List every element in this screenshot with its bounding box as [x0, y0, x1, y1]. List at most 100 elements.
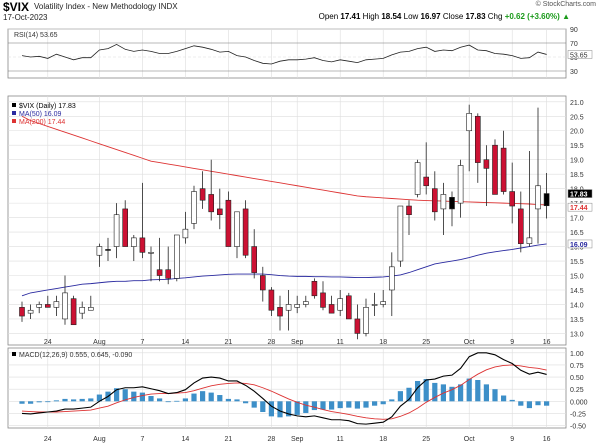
candle-body: [225, 199, 232, 247]
macd-histogram-bar: [200, 391, 206, 402]
ma50-value-tag: 16.09: [570, 242, 588, 249]
x-tick-label: 24: [44, 339, 52, 346]
candle-body: [354, 318, 361, 334]
macd-histogram-bar: [19, 401, 25, 404]
macd-histogram-bar: [45, 401, 51, 403]
candle-body: [268, 289, 275, 311]
candle-body: [406, 205, 412, 216]
x-tick-label: 11: [337, 339, 344, 346]
candle-body: [380, 301, 387, 305]
rsi-line: [21, 43, 547, 65]
macd-histogram-bar: [294, 401, 300, 415]
macd-histogram-bar: [79, 398, 85, 402]
rsi-tick-label: 30: [570, 69, 578, 76]
candle-body: [191, 191, 197, 224]
last-close-tag-box: [567, 189, 593, 198]
macd-histogram-bar: [509, 399, 515, 402]
macd-histogram-bar: [62, 398, 68, 402]
candle-body: [217, 208, 223, 216]
rsi-last-label: 53.65: [570, 52, 588, 59]
close-value: 17.83: [465, 12, 486, 21]
candle-body: [543, 193, 550, 207]
macd-tick-label: 0.75: [570, 363, 584, 370]
candle-body: [242, 208, 249, 256]
macd-histogram-bar: [518, 401, 524, 406]
macd-histogram-bar: [475, 380, 481, 402]
x-tick-label: 25: [422, 339, 430, 346]
macd-histogram-bar: [458, 384, 464, 402]
macd-histogram-bar: [329, 401, 335, 410]
macd-histogram-bar: [406, 387, 412, 402]
up-arrow-icon: ▲: [562, 12, 570, 21]
macd-histogram-bar: [268, 401, 274, 417]
price-tick-label: 19.5: [570, 143, 584, 150]
candle-body: [371, 304, 378, 306]
x-tick-label: 18: [379, 436, 387, 443]
ma50-legend-marker: [12, 111, 16, 115]
price-tick-label: 15.5: [570, 259, 584, 266]
macd-histogram-bar: [320, 401, 326, 410]
candle-body: [139, 237, 146, 253]
x-tick-label: Oct: [464, 339, 475, 346]
candle-body: [517, 208, 524, 244]
ma50-value-tag-box: [567, 239, 593, 249]
candle-body: [113, 214, 120, 247]
macd-histogram-bar: [303, 401, 309, 413]
low-value: 16.97: [420, 12, 441, 21]
macd-histogram-bar: [182, 398, 188, 402]
macd-histogram-bar: [372, 401, 378, 406]
macd-histogram-bar: [122, 389, 128, 402]
price-tick-label: 14.5: [570, 288, 584, 295]
candle-body: [251, 246, 257, 273]
macd-histogram-bar: [337, 401, 343, 409]
candle-body: [423, 176, 430, 187]
ohlc-readout: Open 17.41 High 18.54 Low 16.97 Close 17…: [319, 12, 570, 21]
candle-body: [440, 194, 447, 210]
macd-histogram-bar: [234, 399, 240, 402]
macd-histogram-bar: [423, 379, 429, 402]
macd-histogram-bar: [71, 399, 77, 402]
price-tick-label: 20.0: [570, 129, 584, 136]
x-tick-label: Sep: [291, 339, 304, 346]
candle-body: [148, 252, 154, 254]
candle-body: [311, 281, 318, 297]
candle-body: [131, 237, 137, 247]
candle-body: [165, 269, 171, 279]
x-tick-label: 24: [44, 436, 52, 443]
instrument-name: Volatility Index - New Methodology INDX: [34, 2, 178, 11]
candle-body: [19, 307, 25, 317]
macd-histogram-bar: [389, 399, 395, 402]
candle-body: [345, 295, 352, 320]
rsi-last-box: [567, 50, 593, 59]
candle-body: [122, 208, 128, 247]
x-tick-label: 18: [379, 339, 387, 346]
macd-histogram-bar: [131, 391, 137, 402]
macd-histogram-bar: [96, 394, 102, 402]
candle-body: [234, 211, 240, 247]
candle-body: [156, 269, 163, 276]
macd-histogram-bar: [225, 398, 231, 402]
x-tick-label: 14: [182, 436, 190, 443]
x-tick-label: 9: [510, 339, 514, 346]
candle-body: [431, 188, 438, 213]
close-label: Close: [442, 12, 464, 21]
high-value: 18.54: [381, 12, 402, 21]
candle-body: [449, 197, 455, 210]
macd-histogram-bar: [346, 401, 352, 408]
macd-signal-line: [21, 364, 547, 420]
candle-body: [88, 307, 94, 311]
candle-body: [328, 304, 335, 314]
price-legend-label: MA(200) 17.44: [19, 119, 65, 126]
macd-tick-label: 0.25: [570, 387, 584, 394]
candle-body: [199, 188, 206, 201]
macd-histogram-bar: [363, 401, 369, 408]
macd-histogram-bar: [311, 401, 317, 411]
macd-legend-marker: [12, 352, 16, 356]
rsi-panel-frame: [7, 28, 567, 79]
x-tick-label: 16: [543, 436, 551, 443]
price-tick-label: 15.0: [570, 274, 584, 281]
macd-histogram-bar: [526, 401, 532, 409]
x-tick-label: 16: [543, 339, 551, 346]
candle-body: [509, 191, 516, 207]
candle-body: [36, 304, 43, 308]
